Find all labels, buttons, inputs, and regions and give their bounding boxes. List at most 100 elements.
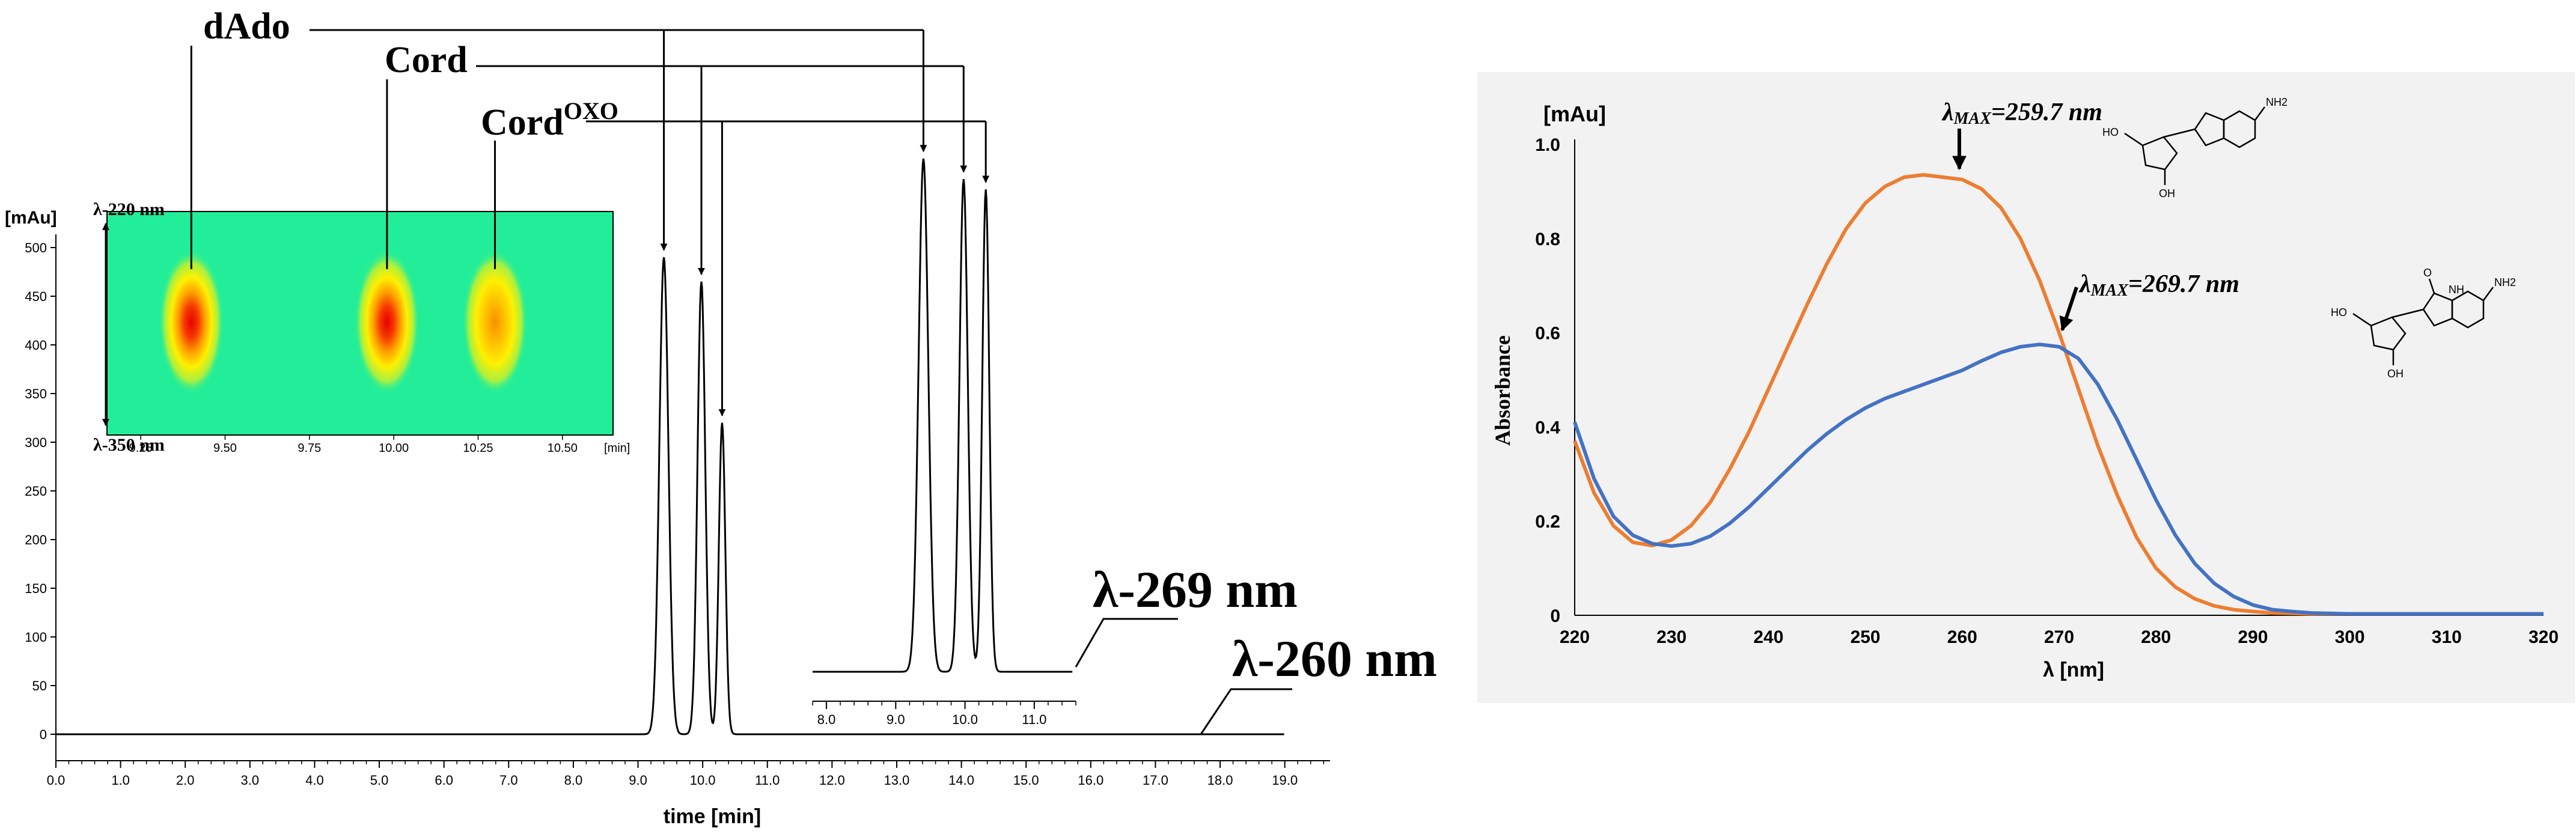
spectrum-x-tick-label: 250 xyxy=(1851,627,1881,647)
x-tick-label: 15.0 xyxy=(1013,773,1039,788)
series-label-260nm-leader xyxy=(1200,688,1292,735)
chromatogram-x-axis-label: time [min] xyxy=(664,805,761,828)
annotation-subscript: MAX xyxy=(2090,281,2129,300)
spectrum-series-orange xyxy=(1573,173,2544,616)
heatmap-x-tick-label: 10.50 xyxy=(548,442,578,455)
glycosidic-bond xyxy=(2391,308,2424,318)
sugar-ring xyxy=(2370,316,2407,351)
heatmap-x-ticks: 9.25 9.50 9.75 10.00 10.25 10.50 xyxy=(129,434,601,455)
x-tick-label: 4.0 xyxy=(305,773,324,788)
heatmap-label-350nm: λ-350 nm xyxy=(93,435,165,455)
substituent-nh2: NH2 xyxy=(2266,96,2288,108)
spectrum-x-axis-label: λ [nm] xyxy=(2043,659,2104,681)
spectrum-y-unit: [mAu] xyxy=(1543,102,1606,126)
spectrum-panel xyxy=(1477,72,2575,703)
heatmap-spots xyxy=(159,250,528,394)
x-tick-label: 9.0 xyxy=(629,773,647,788)
heatmap-x-tick-label: 9.75 xyxy=(298,442,321,455)
spectrum-x-tick-label: 290 xyxy=(2238,627,2268,647)
y-tick-label: 250 xyxy=(25,484,47,499)
substituent-nh: NH xyxy=(2449,284,2464,296)
spectrum-y-tick-label: 0.4 xyxy=(1535,418,1560,437)
trace-269nm xyxy=(813,158,1073,673)
spectrum-x-tick-label: 220 xyxy=(1560,627,1590,647)
substituent-oh: OH xyxy=(2159,187,2175,199)
heatmap-x-tick-label: 9.25 xyxy=(129,442,153,455)
x-tick-label: 14.0 xyxy=(948,773,974,788)
imidazole-ring xyxy=(2194,112,2225,147)
structure-oxo-cordycepin: NH2 O NH HO OH xyxy=(2331,267,2516,380)
series-label-269nm: λ-269 nm xyxy=(1093,561,1298,618)
heatmap-x-tick-label: 9.50 xyxy=(213,442,237,455)
x-tick-label: 18.0 xyxy=(1207,773,1233,788)
inset-x-tick-label: 9.0 xyxy=(887,712,905,727)
glycosidic-bond xyxy=(2163,128,2196,138)
x-tick-label: 10.0 xyxy=(690,773,716,788)
spectrum-x-tick-label: 270 xyxy=(2044,627,2074,647)
ch2-bond xyxy=(2352,312,2372,327)
spectrum-y-axis-label: Absorbance xyxy=(1491,335,1515,446)
nh2-bond xyxy=(2254,106,2266,121)
spectrum-y-tick-label: 0.8 xyxy=(1535,230,1560,249)
y-tick-label: 450 xyxy=(25,289,47,304)
peak-label-cord-oxo: CordOXO xyxy=(481,97,618,143)
sugar-ring xyxy=(2141,136,2178,171)
annotation-lambda-max-269: λMAX=269.7 nm xyxy=(2078,270,2239,300)
inset-chromatogram-269nm: 8.0 9.0 10.0 11.0 λ-269 nm xyxy=(812,158,1298,727)
series-label-260nm: λ-260 nm xyxy=(1232,630,1437,687)
spectrum-y-ticks: 0 0.2 0.4 0.6 0.8 1.0 xyxy=(1535,135,1560,626)
chromatogram-y-ticks: 0 50 100 150 200 250 300 350 400 450 500 xyxy=(25,240,56,742)
spectrum-x-tick-label: 280 xyxy=(2141,627,2171,647)
y-tick-label: 0 xyxy=(40,727,47,742)
annotation-value: =269.7 nm xyxy=(2128,270,2239,298)
spectrum-x-tick-label: 300 xyxy=(2335,627,2365,647)
x-tick-label: 12.0 xyxy=(819,773,845,788)
imidazole-ring xyxy=(2422,292,2453,327)
y-tick-label: 500 xyxy=(25,240,47,255)
spectrum-y-tick-label: 0.6 xyxy=(1535,324,1560,344)
y-tick-label: 150 xyxy=(25,581,47,596)
structure-deoxyadenosine: NH2 HO OH xyxy=(2102,96,2288,199)
spectrum-x-tick-label: 240 xyxy=(1753,627,1783,647)
x-tick-label: 8.0 xyxy=(564,773,583,788)
uv-spectrum-chart: 0 0.2 0.4 0.6 0.8 1.0 220 230 240 250 260 270 280 29… xyxy=(1477,72,2575,703)
spectrum-x-tick-label: 260 xyxy=(1947,627,1977,647)
x-tick-label: 17.0 xyxy=(1143,773,1168,788)
x-tick-label: 6.0 xyxy=(435,773,453,788)
inset-x-tick-label: 11.0 xyxy=(1022,712,1046,727)
peak-labels: dAdo Cord CordOXO xyxy=(190,6,990,416)
chromatogram-chart: 0 50 100 150 200 250 300 350 400 450 500 0.0 1.0 2.0… xyxy=(5,208,1437,828)
y-tick-label: 200 xyxy=(25,532,47,547)
peak-label-cord: Cord xyxy=(385,40,468,81)
y-tick-label: 400 xyxy=(25,338,47,353)
x-tick-label: 19.0 xyxy=(1272,773,1298,788)
nh2-bond xyxy=(2482,287,2494,301)
spectrum-series xyxy=(1573,173,2544,616)
dad-heatmap: λ-220 nm λ-350 nm 9.25 9.50 9.75 10.00 10.25… xyxy=(93,199,630,455)
substituent-nh2: NH2 xyxy=(2494,276,2516,288)
chromatogram-x-ticks: 0.0 1.0 2.0 3.0 4.0 5.0 6.0 7.0 8.0 9.0 10.0 11.0 12… xyxy=(47,761,1324,788)
carbonyl-bond xyxy=(2428,278,2435,294)
substituent-ho: HO xyxy=(2331,306,2347,318)
series-label-269nm-leader xyxy=(1075,618,1178,668)
substituent-oh: OH xyxy=(2387,368,2404,380)
x-tick-label: 0.0 xyxy=(47,773,66,788)
x-tick-label: 11.0 xyxy=(755,773,780,788)
heatmap-x-unit: [min] xyxy=(604,442,630,455)
annotation-subscript: MAX xyxy=(1953,109,1992,128)
inset-x-tick-label: 10.0 xyxy=(952,712,978,727)
trace-260nm xyxy=(56,257,1284,735)
peak-label-cord-oxo-superscript: OXO xyxy=(564,97,618,124)
spectrum-x-tick-label: 320 xyxy=(2529,627,2559,647)
spectrum-y-tick-label: 1.0 xyxy=(1535,135,1560,155)
spectrum-y-tick-label: 0 xyxy=(1550,606,1560,626)
inset-x-tick-label: 8.0 xyxy=(817,712,836,727)
y-tick-label: 350 xyxy=(25,386,47,401)
annotation-value: =259.7 nm xyxy=(1991,99,2102,126)
chromatogram-axes xyxy=(55,234,1330,761)
heatmap-spot xyxy=(462,250,528,394)
y-tick-label: 50 xyxy=(32,678,47,693)
annotation-symbol: λ xyxy=(2078,270,2091,298)
heatmap-x-tick-label: 10.25 xyxy=(463,442,493,455)
